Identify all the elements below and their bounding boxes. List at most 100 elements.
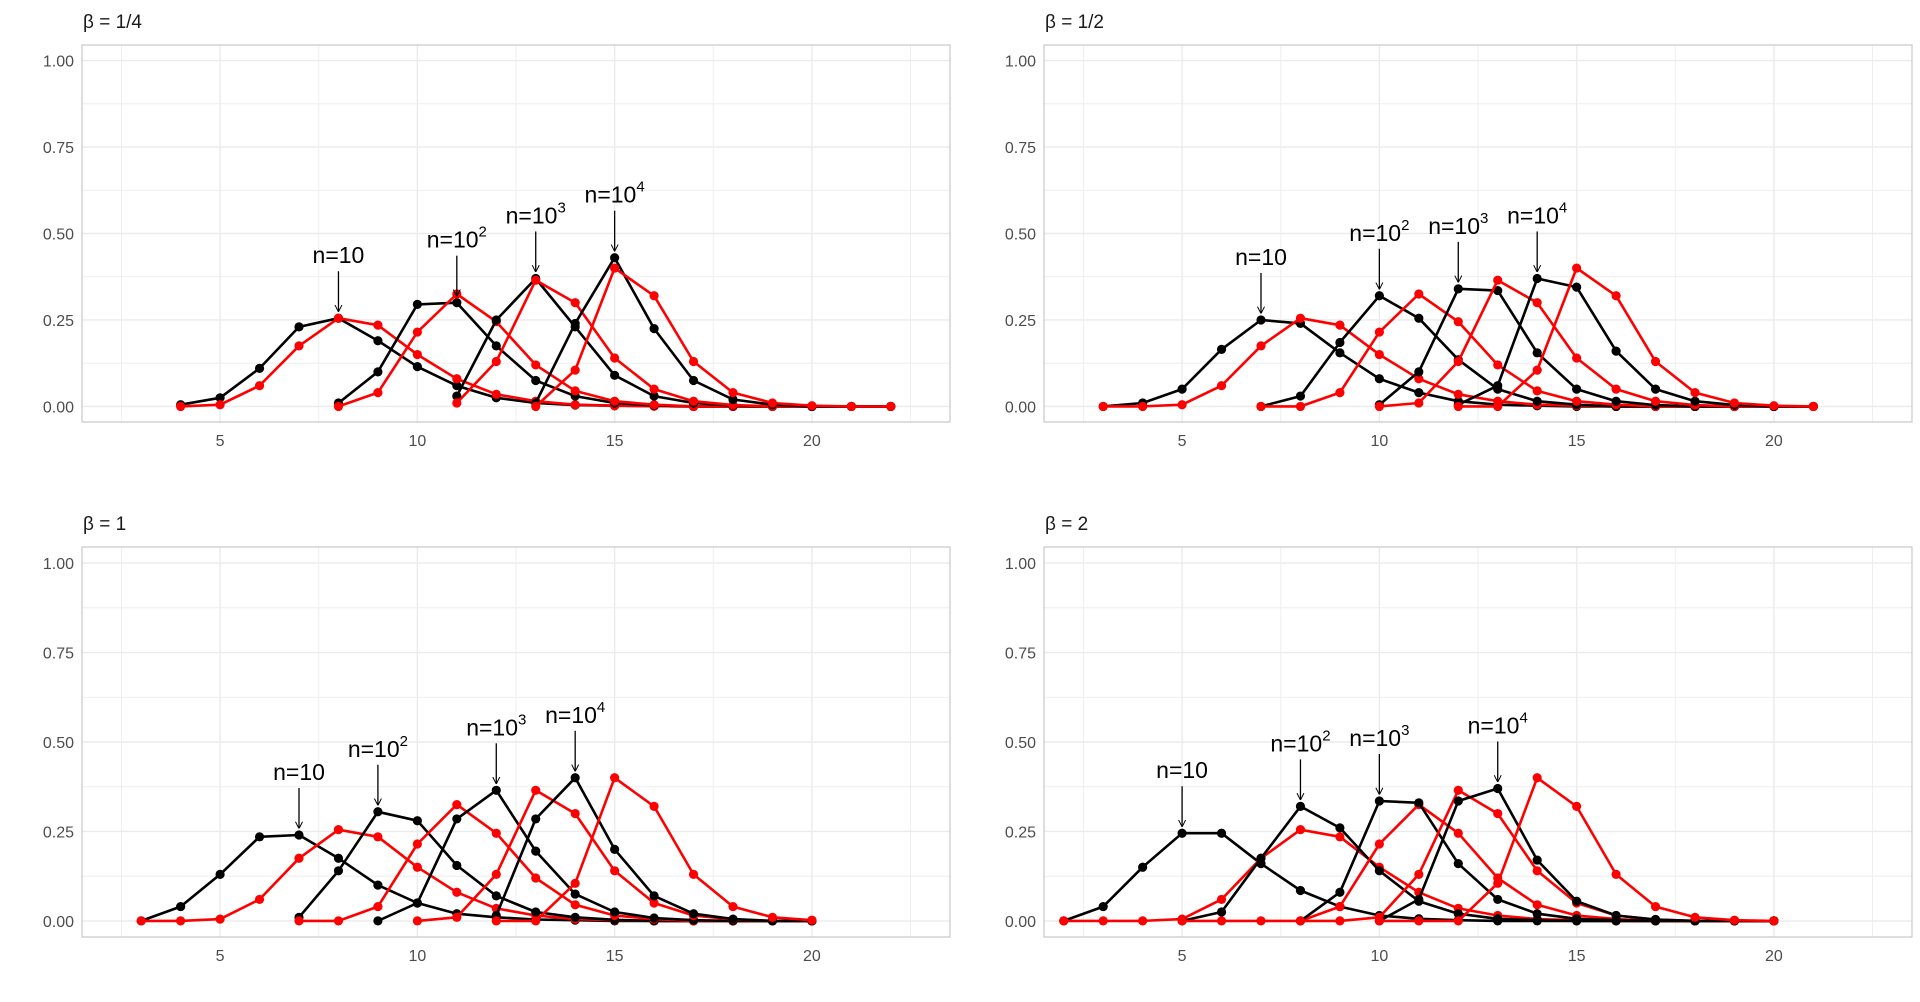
data-point <box>1335 823 1345 833</box>
annotation: n=10 <box>273 759 325 828</box>
annotation-label: n=10 <box>313 242 365 268</box>
x-tick-label: 5 <box>1178 948 1187 965</box>
data-point <box>333 916 344 926</box>
data-point <box>688 396 699 406</box>
data-point <box>1769 401 1779 411</box>
data-point <box>491 356 501 367</box>
annotation: n=10 <box>313 242 365 311</box>
data-point <box>570 386 580 396</box>
series-model-n-10-4 <box>491 773 817 926</box>
data-point <box>1493 914 1503 924</box>
panel-title: β = 2 <box>1045 514 1088 535</box>
data-point <box>767 398 778 408</box>
panel-2: β = 1/2 5 10 15 20 0.00 0.25 0.50 0.75 1.00 n=10 n=… <box>1005 12 1913 450</box>
data-point <box>1414 374 1424 384</box>
data-point <box>333 866 344 876</box>
data-point <box>491 341 501 351</box>
data-point <box>1256 853 1266 863</box>
data-point <box>531 360 541 370</box>
data-point <box>491 389 501 399</box>
data-point <box>1216 344 1227 354</box>
data-point <box>1098 916 1108 926</box>
data-point <box>570 900 580 910</box>
y-tick-label: 0.75 <box>1005 646 1036 663</box>
data-point <box>136 916 146 926</box>
data-point <box>1414 388 1424 398</box>
data-point <box>610 370 620 380</box>
x-tick-label: 15 <box>1568 948 1586 965</box>
data-point <box>1374 916 1384 926</box>
data-point <box>294 341 304 351</box>
annotation: n=102 <box>1270 727 1331 799</box>
series-poisson-n-10-4 <box>1453 263 1818 412</box>
data-point <box>1650 384 1661 394</box>
data-point <box>728 901 738 912</box>
data-point <box>1374 349 1384 360</box>
data-point <box>1295 801 1306 812</box>
y-tick-label: 0.00 <box>43 914 74 931</box>
data-point <box>1572 263 1582 273</box>
y-tick-label: 1.00 <box>43 556 74 573</box>
data-point <box>1572 914 1582 924</box>
data-point <box>1493 783 1503 794</box>
x-tick-label: 10 <box>408 948 426 965</box>
y-tick-label: 0.75 <box>43 646 74 663</box>
data-point <box>728 394 738 405</box>
data-point <box>294 916 304 926</box>
data-point <box>610 263 620 273</box>
data-point <box>1729 398 1740 408</box>
panel-3: β = 1 5 10 15 20 0.00 0.25 0.50 0.75 1.00 n=10 n=10… <box>43 514 951 965</box>
data-point <box>807 401 817 411</box>
data-point <box>1690 388 1700 398</box>
data-point <box>649 400 659 410</box>
annotation: n=103 <box>1349 722 1409 794</box>
data-point <box>610 773 620 783</box>
panel-1: β = 1/4 5 10 15 20 0.00 0.25 0.50 0.75 1.00 n=10 n=… <box>43 12 951 450</box>
data-point <box>1453 317 1463 327</box>
annotation: n=102 <box>427 224 487 296</box>
data-point <box>1256 315 1266 325</box>
data-point <box>294 853 304 863</box>
data-point <box>452 814 462 824</box>
y-tick-label: 0.50 <box>1005 735 1036 752</box>
data-point <box>570 400 580 410</box>
data-point <box>1453 859 1463 869</box>
data-point <box>688 375 699 386</box>
x-tick-label: 20 <box>1765 948 1783 965</box>
data-point <box>1690 912 1700 922</box>
data-point <box>1453 389 1463 399</box>
data-point <box>1374 291 1384 301</box>
series-line <box>1457 277 1814 408</box>
data-point <box>649 891 659 901</box>
data-point <box>1532 396 1542 406</box>
y-tick-label: 0.00 <box>43 399 74 416</box>
data-point <box>176 401 186 412</box>
data-point <box>1374 866 1384 876</box>
data-point <box>373 916 383 926</box>
data-point <box>1532 866 1542 876</box>
annotation-label: n=10 <box>1235 244 1287 270</box>
annotation-label: n=103 <box>1349 722 1409 751</box>
series-line <box>1379 278 1814 408</box>
series-poisson-n-10-4 <box>491 773 817 926</box>
x-tick-label: 20 <box>803 948 821 965</box>
data-point <box>531 785 541 795</box>
data-point <box>1453 916 1463 926</box>
y-tick-label: 1.00 <box>1005 54 1036 71</box>
data-point <box>294 830 304 840</box>
data-point <box>1335 320 1345 330</box>
series-line <box>377 788 812 923</box>
data-point <box>1493 894 1503 905</box>
data-point <box>1414 289 1424 299</box>
data-point <box>1493 401 1503 412</box>
annotation-label: n=102 <box>427 224 487 253</box>
data-point <box>412 898 422 908</box>
data-point <box>1374 796 1384 806</box>
y-tick-label: 0.00 <box>1005 914 1036 931</box>
data-point <box>1532 909 1542 919</box>
data-point <box>1769 916 1779 926</box>
y-tick-label: 1.00 <box>1005 556 1036 573</box>
data-point <box>1453 284 1463 294</box>
data-point <box>531 907 541 917</box>
data-point <box>1414 916 1424 926</box>
